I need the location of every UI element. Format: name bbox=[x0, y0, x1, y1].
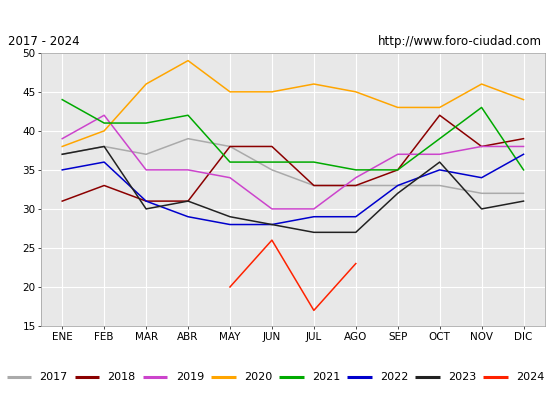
Text: 2018: 2018 bbox=[108, 372, 136, 382]
Text: 2017 - 2024: 2017 - 2024 bbox=[8, 35, 80, 48]
Text: 2024: 2024 bbox=[516, 372, 544, 382]
Text: 2017: 2017 bbox=[40, 372, 68, 382]
Text: 2022: 2022 bbox=[380, 372, 408, 382]
Text: 2020: 2020 bbox=[244, 372, 272, 382]
Text: 2021: 2021 bbox=[312, 372, 340, 382]
Text: 2019: 2019 bbox=[175, 372, 204, 382]
Text: http://www.foro-ciudad.com: http://www.foro-ciudad.com bbox=[378, 35, 542, 48]
Text: Evolucion del paro registrado en Cortelazor: Evolucion del paro registrado en Cortela… bbox=[116, 8, 434, 22]
Text: 2023: 2023 bbox=[448, 372, 476, 382]
